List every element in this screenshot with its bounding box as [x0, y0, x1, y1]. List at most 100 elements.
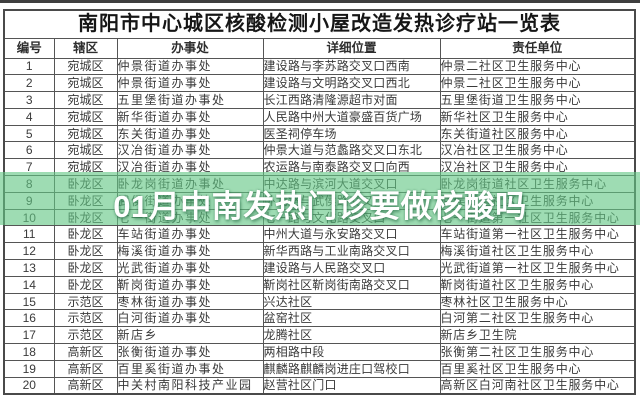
table-row: 6 宛城区 汉冶街道办事处 仲景大道与范蠡路交叉口东北 汉冶社区卫生服务中心 [3, 141, 636, 160]
table-cell: 4 [3, 107, 55, 126]
station-table-body: 1 宛城区 仲景街道办事处 建设路与李苏路交叉口西南 仲景二社区卫生服务中心 2 宛城区 仲景… [3, 57, 636, 395]
table-row: 3 宛城区 五里堡街道办事处 长江西路清隆源超市对面 五里堡街道卫生服务中心 [3, 91, 636, 109]
table-row: 9 卧龙区 武侯街道办事处 卧龙路与武侯路交叉口 武侯街道社区卫生服务中心 [3, 191, 636, 210]
table-cell: 宛城区 [53, 141, 118, 160]
table-cell: 17 [3, 326, 55, 345]
table-cell: 人民路中州大道豪盛百货广场 [262, 107, 441, 126]
table-cell: 高新区白河南社区卫生服务中心 [439, 376, 636, 395]
table-cell: 农运路与南泰路交叉口向西 [262, 158, 441, 177]
table-cell: 示范区 [53, 326, 118, 345]
table-cell: 五里堡街道办事处 [116, 91, 264, 109]
table-cell: 8 [3, 175, 55, 193]
table-cell: 20 [3, 376, 55, 395]
table-cell: 枣林社区卫生服务中心 [439, 292, 636, 311]
table-cell: 武侯街道社区卫生服务中心 [439, 191, 636, 210]
table-cell: 高新区 [53, 359, 118, 378]
table-cell: 枣林街道办事处 [116, 292, 264, 311]
table-cell: 七一街道办事处 [116, 208, 264, 227]
table-cell: 示范区 [53, 309, 118, 328]
table-cell: 盆窑社区 [262, 309, 441, 328]
table-row: 20 高新区 中关村南阳科技产业园 赵营社区门口 高新区白河南社区卫生服务中心 [3, 376, 636, 395]
table-cell: 汉冶街道办事处 [116, 158, 264, 177]
table-cell: 东关街道社区服务中心 [439, 124, 636, 143]
table-cell: 白河街道办事处 [116, 309, 264, 328]
table-cell: 卧龙区 [53, 275, 118, 294]
station-table-container: 南阳市中心城区核酸检测小屋改造发热诊疗站一览表 编号 辖区 办事处 详细位置 责… [3, 9, 636, 395]
table-row: 4 宛城区 新华街道办事处 人民路中州大道豪盛百货广场 新华社区卫生服务中心 [3, 107, 636, 126]
table-cell: 卧龙区 [53, 225, 118, 244]
table-cell: 仲景大道与范蠡路交叉口东北 [262, 141, 441, 160]
table-cell: 七一路与文化路交叉口 [262, 208, 441, 227]
table-cell: 宛城区 [53, 124, 118, 143]
table-cell: 仲景街道办事处 [116, 74, 264, 93]
table-cell: 兴达社区 [262, 292, 441, 311]
station-table: 南阳市中心城区核酸检测小屋改造发热诊疗站一览表 编号 辖区 办事处 详细位置 责… [3, 9, 636, 395]
column-header-district: 辖区 [53, 37, 118, 59]
table-cell: 示范区 [53, 292, 118, 311]
table-cell: 五里堡街道卫生服务中心 [439, 91, 636, 109]
table-cell: 武侯街道办事处 [116, 191, 264, 210]
table-row: 16 示范区 白河街道办事处 盆窑社区 白河第二社区卫生服务中心 [3, 309, 636, 328]
table-cell: 医圣祠停车场 [262, 124, 441, 143]
table-cell: 新店乡卫生院 [439, 326, 636, 345]
table-cell: 张衡街道办事处 [116, 343, 264, 361]
table-row: 1 宛城区 仲景街道办事处 建设路与李苏路交叉口西南 仲景二社区卫生服务中心 [3, 57, 636, 76]
table-row: 5 宛城区 东关街道办事处 医圣祠停车场 东关街道社区服务中心 [3, 124, 636, 143]
table-cell: 靳岗街道社区卫生服务中心 [439, 275, 636, 294]
table-cell: 麒麟路麒麟岗进庄口驾校口 [262, 359, 441, 378]
table-cell: 龙腾社区 [262, 326, 441, 345]
table-cell: 新华社区卫生服务中心 [439, 107, 636, 126]
table-cell: 仲景二社区卫生服务中心 [439, 74, 636, 93]
table-cell: 卧龙区 [53, 208, 118, 227]
top-border-strip [0, 0, 640, 3]
table-cell: 光武街道第一社区卫生服务中心 [439, 259, 636, 277]
table-cell: 高新区 [53, 376, 118, 395]
table-cell: 两相路中段 [262, 343, 441, 361]
table-cell: 宛城区 [53, 74, 118, 93]
column-header-number: 编号 [3, 37, 55, 59]
table-cell: 12 [3, 242, 55, 261]
table-cell: 靳岗街道办事处 [116, 275, 264, 294]
table-cell: 卧龙区 [53, 175, 118, 193]
table-cell: 赵营社区门口 [262, 376, 441, 395]
table-cell: 卧龙区 [53, 191, 118, 210]
column-header-location: 详细位置 [262, 37, 441, 59]
table-cell: 3 [3, 91, 55, 109]
table-row: 8 卧龙区 卧龙岗街道办事处 中达路与滨河大道交叉口 卧龙岗街道社区卫生服务中心 [3, 175, 636, 193]
table-cell: 梅溪街道社区卫生服务中心 [439, 242, 636, 261]
table-cell: 新店乡 [116, 326, 264, 345]
table-row: 12 卧龙区 梅溪街道办事处 新华西路与工业南路交叉口 梅溪街道社区卫生服务中心 [3, 242, 636, 261]
table-cell: 卧龙区 [53, 259, 118, 277]
table-row: 18 高新区 张衡街道办事处 两相路中段 张衡第二社区卫生服务中心 [3, 343, 636, 361]
table-row: 17 示范区 新店乡 龙腾社区 新店乡卫生院 [3, 326, 636, 345]
table-cell: 汉冶社区卫生服务中心 [439, 141, 636, 160]
table-cell: 18 [3, 343, 55, 361]
table-cell: 张衡第二社区卫生服务中心 [439, 343, 636, 361]
page-title: 南阳市中心城区核酸检测小屋改造发热诊疗站一览表 [3, 9, 636, 39]
table-row: 15 示范区 枣林街道办事处 兴达社区 枣林社区卫生服务中心 [3, 292, 636, 311]
table-row: 19 高新区 百里奚街道办事处 麒麟路麒麟岗进庄口驾校口 百里奚社区卫生服务中心 [3, 359, 636, 378]
table-cell: 梅溪街道办事处 [116, 242, 264, 261]
table-cell: 2 [3, 74, 55, 93]
table-cell: 10 [3, 208, 55, 227]
table-cell: 宛城区 [53, 91, 118, 109]
table-cell: 7 [3, 158, 55, 177]
table-title-row: 南阳市中心城区核酸检测小屋改造发热诊疗站一览表 [3, 9, 636, 39]
table-cell: 11 [3, 225, 55, 244]
table-cell: 卧龙岗街道社区卫生服务中心 [439, 175, 636, 193]
table-cell: 19 [3, 359, 55, 378]
table-row: 11 卧龙区 车站街道办事处 中州大道与永安路交叉口 车站街道第一社区卫生服务中心 [3, 225, 636, 244]
table-cell: 宛城区 [53, 158, 118, 177]
table-row: 14 卧龙区 靳岗街道办事处 靳岗社区靳岗街南路交叉口 靳岗街道社区卫生服务中心 [3, 275, 636, 294]
table-row: 13 卧龙区 光武街道办事处 建设路与人民路交叉口 光武街道第一社区卫生服务中心 [3, 259, 636, 277]
table-cell: 9 [3, 191, 55, 210]
table-cell: 16 [3, 309, 55, 328]
table-cell: 中关村南阳科技产业园 [116, 376, 264, 395]
table-cell: 新华街道办事处 [116, 107, 264, 126]
table-cell: 13 [3, 259, 55, 277]
table-cell: 建设路与李苏路交叉口西南 [262, 57, 441, 76]
table-cell: 1 [3, 57, 55, 76]
table-cell: 七一街道第一社区卫生服务中心 [439, 208, 636, 227]
table-cell: 15 [3, 292, 55, 311]
